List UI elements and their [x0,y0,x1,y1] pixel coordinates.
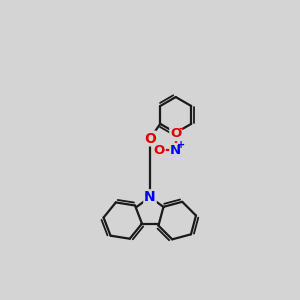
Text: O: O [144,131,156,146]
Text: O: O [170,127,182,140]
Text: -: - [178,124,183,134]
Text: O: O [154,144,165,157]
Text: +: + [177,140,185,150]
Text: N: N [144,190,156,204]
Text: N: N [170,144,181,157]
